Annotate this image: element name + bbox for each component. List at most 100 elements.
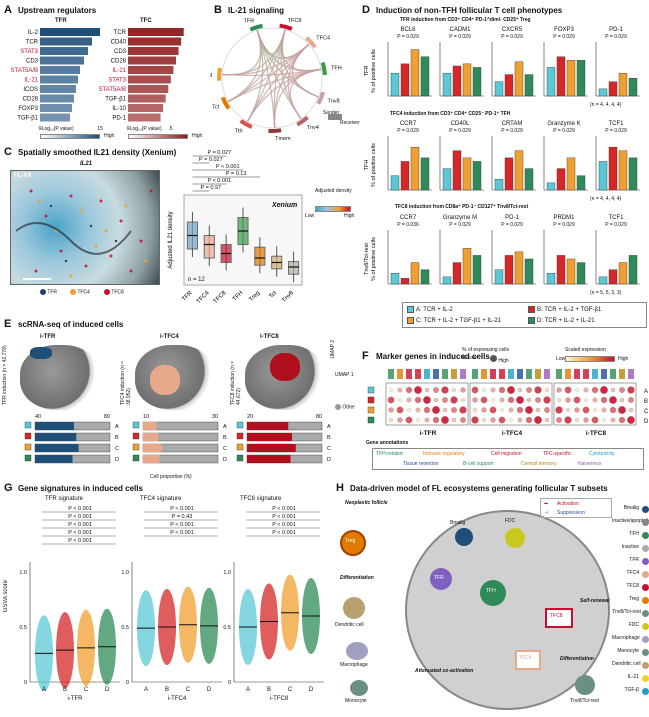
h-legend-swatch — [642, 688, 649, 695]
row-swatch — [236, 443, 244, 451]
umap-tfc4 — [135, 345, 215, 410]
chord-link — [222, 30, 262, 76]
expression-dot — [564, 416, 572, 424]
gsva-violin-plots: 0 0.5 1.0 P < 0.001 P < 0.001 P < 0.001 P < 0.… — [19, 506, 324, 702]
row1-n: (n = 4, 4, 4, 4) — [590, 102, 622, 108]
marker-bar — [628, 77, 638, 97]
row-letter: C — [223, 446, 227, 452]
prop-bar-fill — [35, 422, 74, 430]
marker-bar — [576, 60, 586, 97]
cell-type-legend: Bmalig Inactive/apoptotic TFH Inactive TFR TF… — [612, 505, 649, 700]
sender-receiver-arrow — [328, 114, 342, 120]
marker-bar — [452, 262, 462, 285]
suppression-label: Suppression — [557, 510, 585, 516]
chord-node-label: TFC4 — [316, 35, 330, 41]
legend-tfc8-label: TFC8 — [111, 289, 124, 296]
legend-a: A: TCR + IL-2 — [407, 306, 453, 313]
chord-node-arc — [217, 67, 222, 81]
marker-bar — [390, 273, 400, 285]
prop-bar-fill — [143, 444, 162, 452]
marker-bar — [504, 157, 514, 191]
expression-dot — [544, 407, 550, 413]
expression-dot — [473, 408, 477, 412]
umap3-title: i-TFC8 — [260, 334, 279, 340]
annot-2: Cell migration — [491, 451, 522, 457]
violin-ytick: 1.0 — [19, 570, 27, 576]
tfr-bar-label: CD28 — [23, 97, 39, 103]
marker-bar — [608, 81, 618, 97]
tfr-bar-label: STAT5A/B — [11, 68, 38, 74]
expression-dot — [405, 416, 413, 424]
marker-bar — [410, 146, 420, 191]
marker-title: CD40L — [451, 121, 470, 127]
row-swatch — [236, 454, 244, 462]
n-label: n = 12 — [188, 277, 206, 283]
violin-ytick: 0.5 — [223, 625, 231, 631]
row-ylabel: TFR — [364, 66, 370, 77]
legend-c: C: TCR + IL-2 + TGF-β1 + IL-21 — [407, 317, 501, 324]
expression-dot — [593, 408, 597, 412]
marker-title: TCF1 — [609, 215, 625, 221]
expression-dot — [526, 397, 532, 403]
expression-dot — [423, 396, 431, 404]
marker-bar — [400, 161, 410, 191]
legend-a-label: A: TCR + IL-2 — [416, 307, 453, 314]
gene-label-mark — [583, 369, 589, 379]
h-legend-item: TFC8 — [612, 583, 649, 596]
row2-n: (n = 4, 4, 4, 4) — [590, 196, 622, 202]
expression-dot — [516, 406, 524, 414]
marker-bar — [618, 72, 628, 97]
sample-tag: FL-XX — [14, 173, 32, 179]
marker-title: CRTAM — [502, 121, 523, 127]
marker-title: PD-1 — [609, 27, 623, 33]
marker-title: TCF1 — [609, 121, 625, 127]
expression-dot — [582, 406, 590, 414]
violin-pval: P < 0.001 — [170, 522, 194, 528]
row-swatch — [236, 421, 244, 429]
legend-b: B: TCR + IL-2 + TGF-β1 — [528, 306, 601, 313]
dot-row-letter: B — [644, 399, 648, 405]
violin-pval: P < 0.001 — [68, 506, 92, 512]
expression-dot — [480, 396, 488, 404]
violin-pval: P = 0.43 — [172, 514, 193, 520]
legend-tfr-label: TFR — [47, 289, 58, 296]
h-legend-label: TFH — [629, 531, 639, 537]
panel-a-letter: A — [4, 4, 12, 16]
chord-link — [246, 43, 310, 122]
marker-bar — [442, 168, 452, 191]
tfr-colorbar — [40, 134, 100, 139]
h-legend-label: IL-21 — [627, 674, 639, 680]
tfr-bar-label: TCR — [26, 40, 39, 46]
expression-dot — [610, 387, 616, 393]
marker-title: CCR7 — [400, 215, 417, 221]
boxplot-title: Xenium — [271, 202, 297, 209]
macrophage-cell — [346, 642, 368, 660]
tfc8-cell-label: TFC8 — [550, 613, 563, 619]
tfc-tick-5: 5 — [170, 126, 173, 132]
tfr-tick-15: 15 — [97, 126, 103, 132]
row-letter: B — [115, 435, 119, 441]
marker-pval: P = 0.029 — [397, 128, 419, 134]
row-ylabel: Tnv8/Tct-rest — [364, 243, 370, 275]
chord-node-label: Tnv8 — [328, 99, 340, 105]
density-legend-title: Adjusted density — [315, 188, 352, 194]
row-swatch — [24, 454, 32, 462]
umap2-side-label: TFC4 induction (n = 38,952) — [120, 360, 132, 405]
h-legend-swatch — [642, 558, 649, 565]
tfc4-cell-label: TFC4 — [519, 655, 532, 661]
h-legend-item: Monocyte — [612, 648, 649, 661]
tfr-bar-label: FOXP3 — [18, 106, 38, 112]
expression-dot — [389, 418, 393, 422]
colorbar-high-2: High — [192, 133, 203, 139]
gene-label-mark — [433, 369, 439, 379]
expression-dot — [628, 407, 634, 413]
legend-tfc4: TFC4 — [70, 289, 90, 295]
chord-node-arc — [305, 36, 317, 49]
expression-dot — [452, 388, 456, 392]
panel-b-letter: B — [214, 4, 222, 16]
dot-row-letter: D — [644, 419, 649, 425]
h-legend-item: Dendritic cell — [612, 661, 649, 674]
chord-node-label: TFC8 — [288, 18, 302, 24]
dot-row-swatch — [367, 416, 375, 424]
marker-pval: P = 0.029 — [605, 34, 627, 40]
